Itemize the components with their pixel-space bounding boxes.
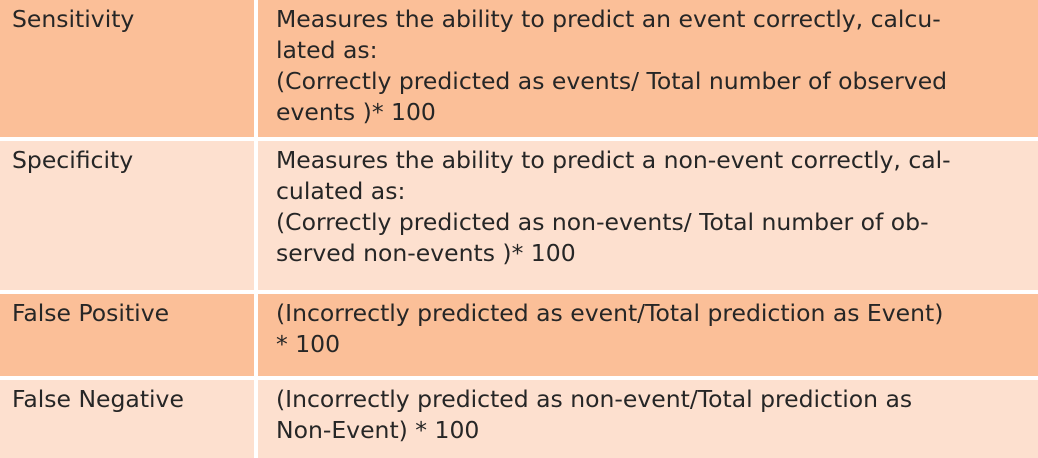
- definition-cell-specificity: Measures the ability to predict a non-ev…: [258, 141, 1038, 294]
- term-cell-specificity: Specificity: [0, 141, 258, 294]
- term-cell-false-negative: False Negative: [0, 380, 258, 458]
- term-label: False Negative: [12, 385, 184, 413]
- term-label: Specificity: [12, 146, 134, 174]
- definition-line: (Incorrectly predicted as event/Total pr…: [276, 299, 944, 327]
- definition-line: (Incorrectly predicted as non-event/Tota…: [276, 385, 913, 413]
- definition-line: culated as:: [276, 177, 406, 205]
- definition-line: lated as:: [276, 36, 378, 64]
- definition-line: Measures the ability to predict an event…: [276, 5, 941, 33]
- definition-cell-false-positive: (Incorrectly predicted as event/Total pr…: [258, 294, 1038, 380]
- term-label: Sensitivity: [12, 5, 135, 33]
- definition-line: (Correctly predicted as events/ Total nu…: [276, 67, 948, 95]
- definition-line: * 100: [276, 330, 341, 358]
- definition-line: Non-Event) * 100: [276, 416, 480, 444]
- definition-line: (Correctly predicted as non-events/ Tota…: [276, 208, 929, 236]
- term-label: False Positive: [12, 299, 170, 327]
- definition-line: events )* 100: [276, 98, 436, 126]
- definition-line: served non-events )* 100: [276, 239, 576, 267]
- term-cell-false-positive: False Positive: [0, 294, 258, 380]
- term-cell-sensitivity: Sensitivity: [0, 0, 258, 141]
- definition-cell-sensitivity: Measures the ability to predict an event…: [258, 0, 1038, 141]
- definition-line: Measures the ability to predict a non-ev…: [276, 146, 951, 174]
- definition-cell-false-negative: (Incorrectly predicted as non-event/Tota…: [258, 380, 1038, 458]
